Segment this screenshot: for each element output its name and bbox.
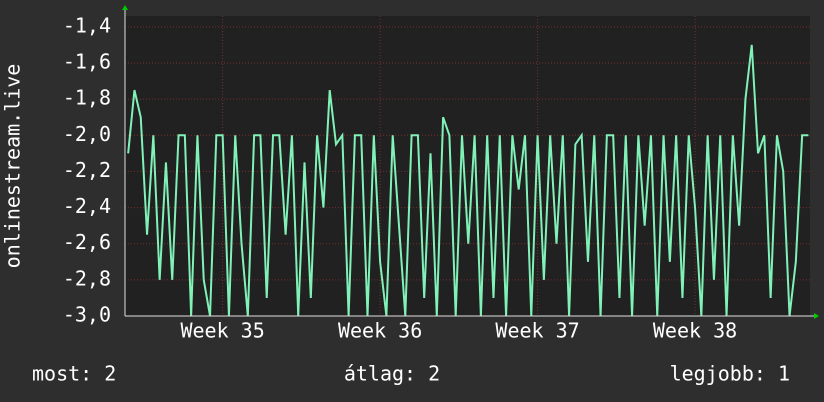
stat: legjobb: 1	[670, 362, 790, 386]
y-tick-label: -2,2	[63, 158, 111, 182]
y-tick-label: -1,4	[63, 13, 111, 37]
x-tick-label: Week 38	[653, 319, 737, 343]
y-tick-label: -1,8	[63, 86, 111, 110]
y-tick-label: -2,0	[63, 122, 111, 146]
plot-area	[125, 16, 810, 316]
y-tick-label: -2,8	[63, 266, 111, 290]
y-tick-label: -2,4	[63, 194, 111, 218]
stat: átlag: 2	[344, 362, 440, 386]
line	[127, 44, 809, 317]
x-tick-label: Week 36	[338, 319, 422, 343]
y-tick-label: -2,6	[63, 230, 111, 254]
x-tick-label: Week 37	[495, 319, 579, 343]
y-tick-label: -1,6	[63, 49, 111, 73]
stat: most: 2	[32, 362, 116, 386]
axis-arrow	[122, 5, 128, 10]
x-tick-label: Week 35	[180, 319, 264, 343]
axis-arrow	[814, 313, 819, 319]
y-axis-label: onlinestream.live	[1, 64, 25, 269]
y-tick-label: -3,0	[63, 303, 111, 327]
